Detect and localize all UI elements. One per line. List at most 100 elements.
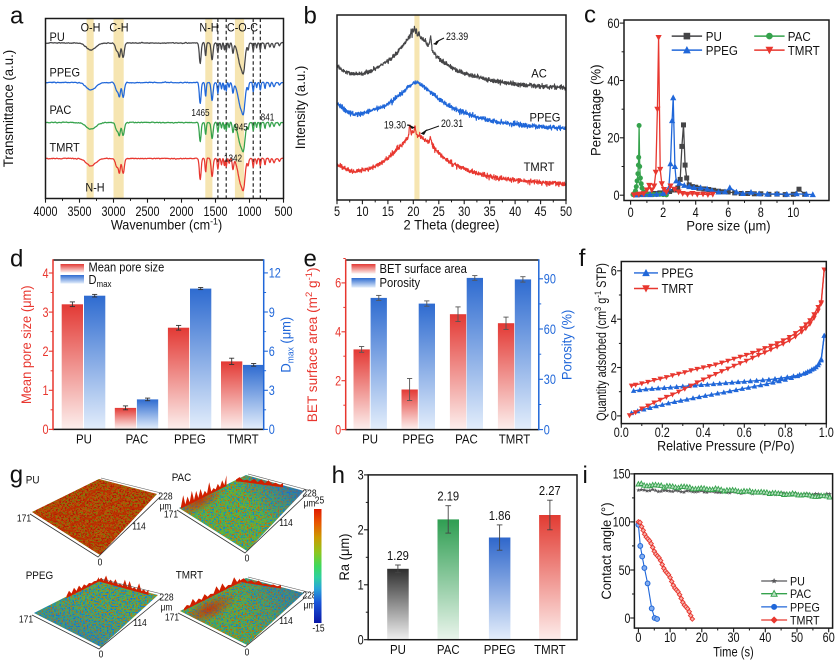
- svg-text:0: 0: [98, 557, 103, 568]
- svg-text:PPEG: PPEG: [174, 432, 206, 447]
- svg-text:2: 2: [335, 373, 341, 388]
- svg-text:15: 15: [382, 204, 394, 219]
- svg-text:0: 0: [625, 611, 631, 627]
- svg-text:228: 228: [302, 590, 316, 601]
- svg-text:23.39: 23.39: [446, 31, 469, 43]
- svg-text:20: 20: [696, 630, 708, 645]
- svg-text:228: 228: [158, 491, 172, 502]
- svg-text:TMRT: TMRT: [524, 160, 555, 174]
- svg-text:40: 40: [759, 630, 771, 645]
- svg-text:PU: PU: [76, 432, 92, 447]
- svg-text:0: 0: [245, 553, 250, 564]
- svg-text:Mean pore size: Mean pore size: [89, 260, 165, 275]
- svg-text:PAC: PAC: [50, 103, 72, 117]
- svg-text:30: 30: [728, 630, 740, 645]
- svg-text:0: 0: [269, 422, 275, 437]
- svg-text:Ra (μm): Ra (μm): [337, 534, 352, 581]
- svg-text:Relative Pressure (P/Po): Relative Pressure (P/Po): [657, 438, 794, 454]
- svg-text:Wavenumber (cm-1): Wavenumber (cm-1): [111, 216, 222, 232]
- svg-text:g: g: [10, 462, 23, 489]
- svg-text:a: a: [10, 2, 24, 29]
- svg-text:PPEG: PPEG: [484, 642, 516, 657]
- svg-text:228: 228: [302, 488, 316, 499]
- svg-text:TMRT: TMRT: [534, 642, 566, 657]
- svg-text:8: 8: [758, 205, 764, 220]
- svg-text:20.31: 20.31: [441, 118, 463, 130]
- svg-text:N-H: N-H: [85, 182, 104, 195]
- svg-text:3000: 3000: [102, 204, 126, 220]
- svg-text:5: 5: [334, 204, 340, 219]
- svg-text:228: 228: [159, 592, 173, 603]
- svg-text:6: 6: [725, 205, 731, 220]
- svg-text:841: 841: [261, 112, 275, 123]
- svg-text:3: 3: [42, 305, 48, 320]
- svg-text:90: 90: [544, 271, 556, 286]
- svg-text:114: 114: [132, 521, 146, 532]
- svg-text:10: 10: [664, 630, 676, 645]
- svg-text:4: 4: [611, 312, 617, 327]
- svg-text:50: 50: [619, 562, 631, 578]
- svg-text:0: 0: [611, 409, 617, 424]
- svg-text:0: 0: [613, 188, 619, 203]
- svg-text:i: i: [583, 462, 588, 489]
- svg-text:C-O-C: C-O-C: [227, 22, 258, 35]
- svg-text:μm: μm: [161, 602, 173, 613]
- svg-text:25: 25: [315, 495, 324, 506]
- svg-text:PAC: PAC: [790, 589, 811, 602]
- svg-text:6: 6: [611, 263, 617, 278]
- svg-text:PU: PU: [26, 475, 40, 487]
- svg-text:Quantity adsorbed (cm3 g-1 STP: Quantity adsorbed (cm3 g-1 STP): [592, 263, 609, 421]
- svg-text:PAC: PAC: [126, 432, 149, 447]
- svg-text:171: 171: [165, 612, 179, 623]
- svg-text:3: 3: [358, 468, 364, 483]
- svg-text:-15: -15: [312, 623, 324, 634]
- svg-text:150: 150: [613, 466, 631, 482]
- svg-text:TMRT: TMRT: [176, 570, 204, 582]
- svg-text:30: 30: [458, 204, 470, 219]
- svg-text:PPEG: PPEG: [790, 602, 820, 615]
- svg-text:114: 114: [279, 517, 293, 528]
- svg-text:1465: 1465: [191, 107, 209, 118]
- svg-text:Percentage (%): Percentage (%): [588, 64, 603, 156]
- svg-text:500: 500: [275, 204, 293, 220]
- svg-text:19.30: 19.30: [384, 120, 407, 132]
- svg-text:O-H: O-H: [81, 22, 101, 35]
- svg-text:0: 0: [245, 647, 250, 658]
- svg-text:6: 6: [335, 276, 341, 291]
- svg-text:2 Theta (degree): 2 Theta (degree): [404, 217, 500, 232]
- svg-text:25: 25: [433, 204, 445, 219]
- svg-text:C-H: C-H: [109, 22, 128, 35]
- svg-text:PAC: PAC: [788, 29, 811, 44]
- svg-text:PPEG: PPEG: [402, 432, 434, 447]
- svg-text:0: 0: [358, 632, 364, 647]
- svg-text:1.29: 1.29: [387, 548, 409, 563]
- svg-text:h: h: [332, 462, 345, 489]
- svg-text:2000: 2000: [170, 204, 194, 220]
- svg-text:4: 4: [335, 324, 341, 339]
- svg-text:114: 114: [279, 615, 293, 626]
- svg-text:12: 12: [269, 266, 281, 281]
- svg-text:20: 20: [407, 204, 419, 219]
- svg-text:Intensity (a.u.): Intensity (a.u.): [293, 66, 308, 149]
- svg-text:171: 171: [19, 614, 33, 625]
- svg-text:PPEG: PPEG: [50, 66, 80, 80]
- svg-text:0.2: 0.2: [655, 425, 670, 440]
- svg-text:60: 60: [607, 16, 619, 31]
- svg-text:2.27: 2.27: [539, 483, 561, 498]
- svg-text:100: 100: [613, 514, 631, 530]
- svg-text:N-H: N-H: [199, 22, 218, 35]
- svg-text:1500: 1500: [204, 204, 228, 220]
- svg-text:PPEG: PPEG: [530, 111, 561, 125]
- svg-text:10: 10: [787, 205, 799, 220]
- svg-text:0: 0: [99, 649, 104, 660]
- svg-text:9: 9: [269, 305, 275, 320]
- svg-text:6: 6: [269, 344, 275, 359]
- svg-text:PU: PU: [390, 642, 406, 657]
- svg-text:50: 50: [560, 204, 572, 219]
- svg-text:1342: 1342: [224, 153, 242, 164]
- svg-text:Dmax (μm): Dmax (μm): [278, 317, 296, 373]
- svg-text:50: 50: [791, 630, 803, 645]
- svg-text:TMRT: TMRT: [50, 141, 80, 155]
- svg-text:PAC: PAC: [437, 642, 460, 657]
- svg-text:BET surface area (m2 g-1): BET surface area (m2 g-1): [304, 267, 320, 422]
